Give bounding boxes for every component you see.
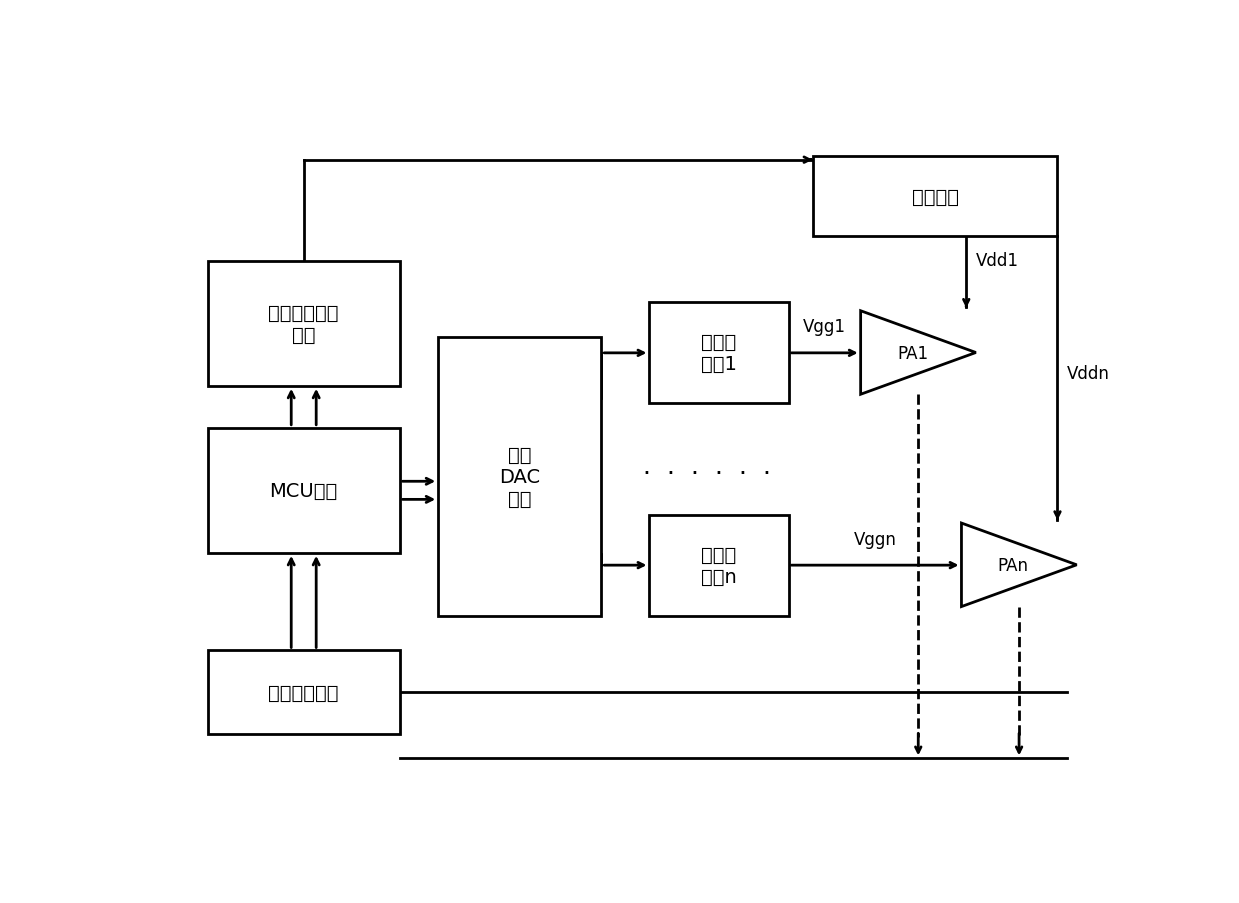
- Text: 电源模块: 电源模块: [912, 188, 959, 207]
- Text: MCU模块: MCU模块: [270, 481, 338, 500]
- Text: Vdd1: Vdd1: [976, 251, 1018, 269]
- Bar: [649, 303, 789, 404]
- Text: Vgg1: Vgg1: [803, 318, 846, 336]
- Bar: [208, 651, 400, 734]
- Text: 运算放
大器n: 运算放 大器n: [701, 545, 737, 586]
- Text: 电压
DAC
模块: 电压 DAC 模块: [499, 445, 540, 508]
- Text: Vddn: Vddn: [1067, 364, 1110, 382]
- Polygon shape: [861, 312, 976, 395]
- Bar: [649, 515, 789, 616]
- Text: ·  ·  ·  ·  ·  ·: · · · · · ·: [643, 461, 771, 486]
- Text: 运算放
大器1: 运算放 大器1: [701, 333, 737, 374]
- Text: PAn: PAn: [997, 556, 1028, 574]
- Bar: [813, 157, 1058, 237]
- Bar: [208, 428, 400, 554]
- Polygon shape: [961, 524, 1077, 607]
- Text: Vggn: Vggn: [854, 530, 897, 548]
- Text: PA1: PA1: [897, 344, 928, 362]
- Text: 漏极供电控制
模块: 漏极供电控制 模块: [269, 303, 339, 344]
- Bar: [208, 261, 400, 386]
- Text: 温度采样模块: 温度采样模块: [269, 683, 339, 702]
- Bar: [439, 338, 601, 616]
